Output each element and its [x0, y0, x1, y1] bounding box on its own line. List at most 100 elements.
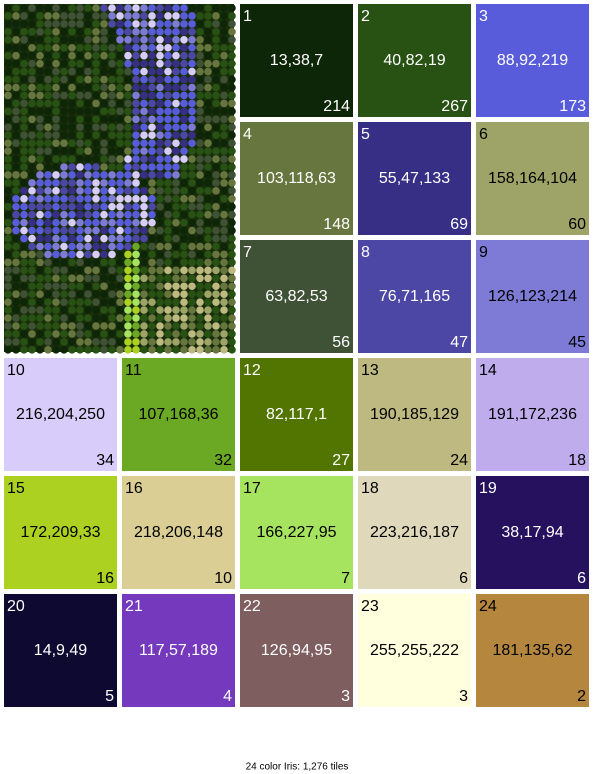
mosaic-dot	[52, 83, 60, 92]
mosaic-dot	[100, 218, 108, 227]
swatch-count: 18	[568, 452, 586, 469]
mosaic-dot	[220, 187, 228, 195]
mosaic-dot	[20, 43, 28, 52]
mosaic-dot	[28, 51, 36, 60]
mosaic-dot	[220, 83, 228, 92]
mosaic-dot	[92, 107, 100, 116]
mosaic-dot	[52, 187, 60, 195]
swatch-count: 10	[214, 570, 232, 587]
mosaic-dot	[28, 210, 36, 219]
mosaic-dot	[196, 330, 204, 338]
swatch-count: 3	[459, 688, 468, 705]
swatch	[240, 4, 353, 117]
mosaic-dot	[204, 43, 212, 52]
mosaic-dot	[60, 147, 68, 155]
mosaic-dot	[148, 4, 156, 12]
mosaic-dot	[76, 250, 84, 259]
mosaic-dot	[228, 123, 236, 132]
swatch-index: 2	[361, 8, 370, 25]
mosaic-dot	[4, 12, 12, 20]
mosaic-dot	[12, 123, 20, 132]
mosaic-dot	[132, 282, 140, 291]
mosaic-dot	[100, 282, 108, 291]
mosaic-dot	[156, 330, 164, 338]
mosaic-dot	[196, 202, 204, 211]
swatch	[358, 358, 471, 471]
mosaic-dot	[156, 306, 164, 314]
mosaic-dot	[116, 274, 124, 283]
mosaic-dot	[92, 298, 100, 306]
mosaic-dot	[68, 195, 76, 203]
mosaic-dot	[228, 43, 236, 52]
mosaic-dot	[140, 4, 148, 12]
swatch-count: 173	[559, 98, 586, 115]
mosaic-dot	[180, 51, 188, 60]
swatch-index: 3	[479, 8, 488, 25]
mosaic-dot	[92, 306, 100, 314]
mosaic-dot	[212, 234, 220, 243]
swatch-rgb: 88,92,219	[497, 52, 568, 69]
swatch-grid: 113,38,7214240,82,19267388,92,2191734103…	[4, 4, 589, 707]
mosaic-dot	[204, 242, 212, 251]
mosaic-dot	[76, 83, 84, 92]
mosaic-dot	[172, 314, 180, 322]
mosaic-dot	[68, 123, 76, 132]
mosaic-dot	[100, 258, 108, 267]
mosaic-dot	[196, 12, 204, 20]
mosaic-dot	[100, 59, 108, 68]
mosaic-dot	[156, 51, 164, 60]
mosaic-dot	[124, 43, 132, 52]
mosaic-dot	[60, 234, 68, 243]
mosaic-dot	[36, 346, 44, 354]
mosaic-dot	[164, 155, 172, 163]
mosaic-dot	[116, 298, 124, 306]
mosaic-dot	[180, 171, 188, 179]
mosaic-dot	[148, 346, 156, 354]
mosaic-dot	[124, 107, 132, 116]
mosaic-dot	[164, 51, 172, 60]
mosaic-dot	[228, 258, 236, 267]
mosaic-dot	[28, 115, 36, 124]
mosaic-dot	[212, 123, 220, 132]
swatch-count: 45	[568, 334, 586, 351]
swatch-index: 19	[479, 480, 497, 497]
mosaic-dot	[188, 171, 196, 179]
mosaic-dot	[100, 115, 108, 124]
mosaic-dot	[60, 12, 68, 20]
mosaic-dot	[36, 282, 44, 291]
mosaic-dot	[100, 306, 108, 314]
mosaic-dot	[12, 91, 20, 100]
mosaic-dot	[140, 314, 148, 322]
mosaic-dot	[92, 83, 100, 92]
mosaic-dot	[44, 107, 52, 116]
mosaic-dot	[116, 210, 124, 219]
mosaic-dot	[100, 330, 108, 338]
mosaic-dot	[188, 123, 196, 132]
mosaic-dot	[4, 218, 12, 227]
swatch	[122, 476, 235, 589]
mosaic-dot	[20, 202, 28, 211]
mosaic-dot	[220, 210, 228, 219]
swatch-rgb: 117,57,189	[139, 642, 218, 659]
mosaic-dot	[212, 75, 220, 84]
mosaic-dot	[228, 250, 236, 259]
mosaic-dot	[4, 107, 12, 116]
mosaic-dot	[60, 171, 68, 179]
mosaic-dot	[204, 298, 212, 306]
mosaic-dot	[44, 99, 52, 108]
mosaic-dot	[116, 83, 124, 92]
mosaic-dot	[44, 20, 52, 28]
mosaic-dot	[28, 12, 36, 20]
mosaic-dot	[132, 218, 140, 227]
mosaic-dot	[228, 67, 236, 76]
mosaic-dot	[68, 75, 76, 84]
swatch-index: 14	[479, 362, 497, 379]
mosaic-dot	[12, 346, 20, 354]
mosaic-dot	[76, 75, 84, 84]
mosaic-dot	[84, 218, 92, 227]
mosaic-dot	[76, 4, 84, 12]
mosaic-dot	[172, 107, 180, 116]
swatch-rgb: 76,71,165	[379, 288, 450, 305]
mosaic-dot	[156, 171, 164, 179]
mosaic-dot	[12, 179, 20, 187]
